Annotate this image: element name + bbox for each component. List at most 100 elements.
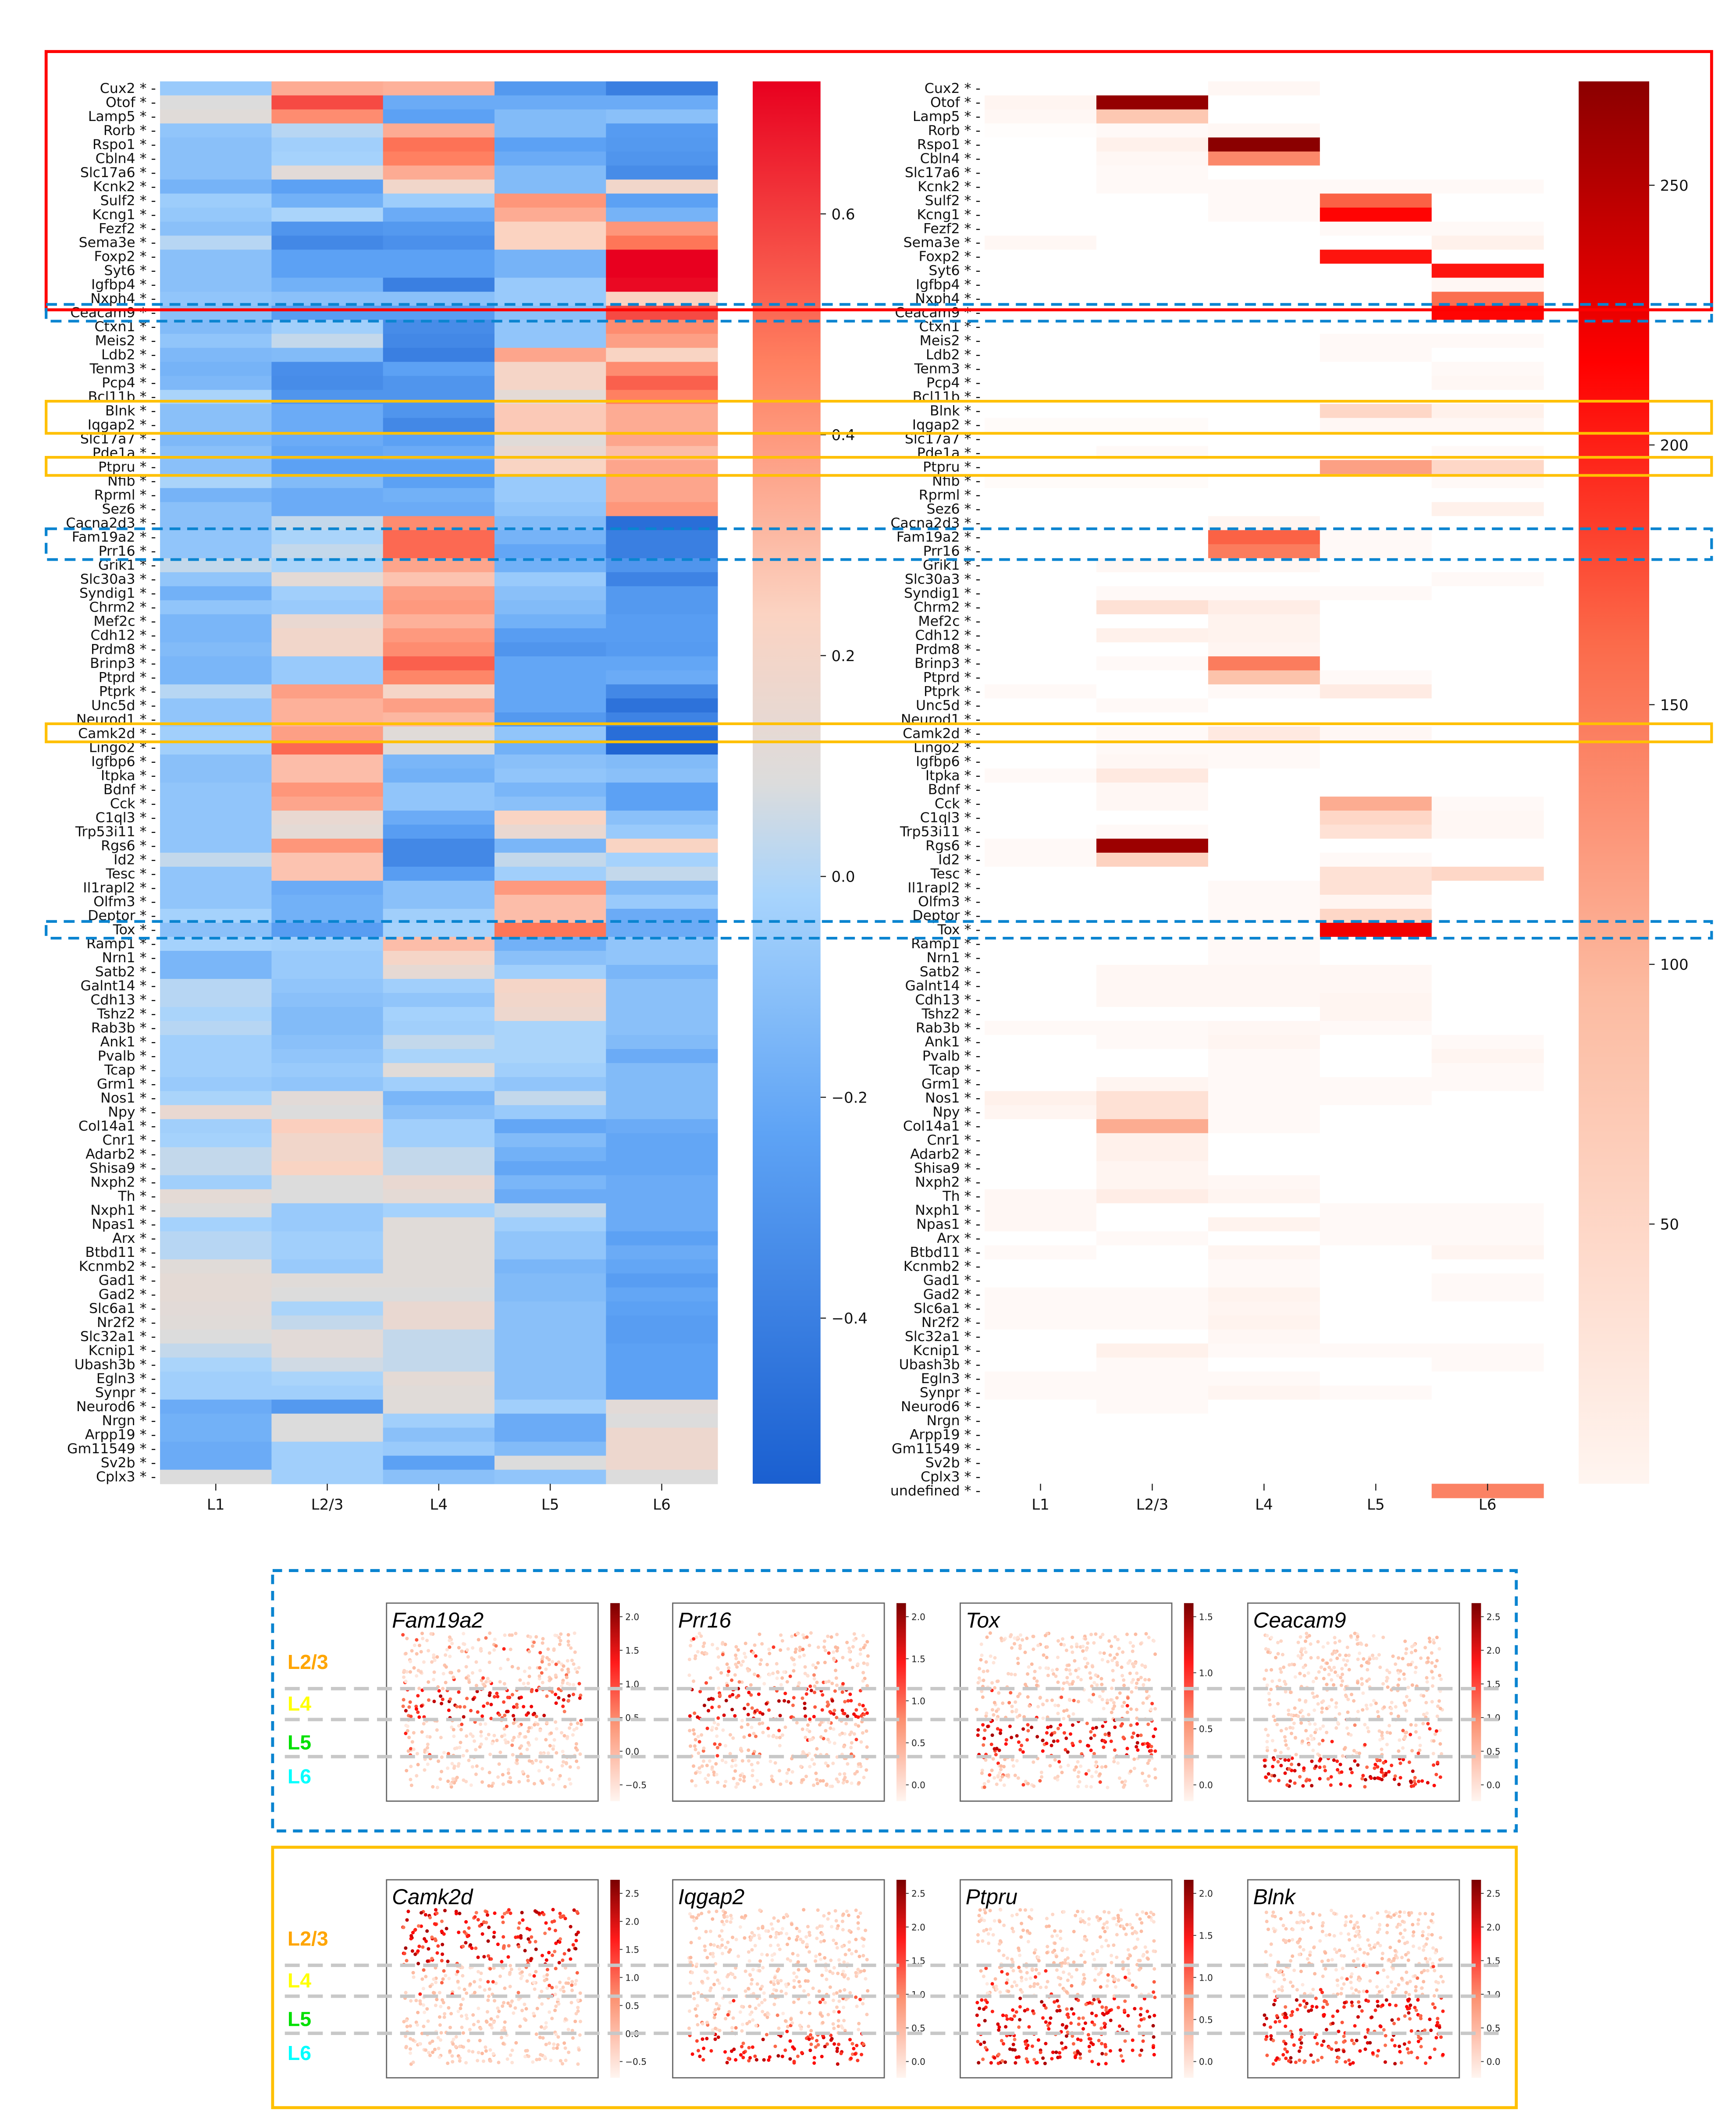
- heatmap-cell: [160, 1217, 272, 1232]
- spatial-spot: [985, 1660, 988, 1664]
- heatmap-cell: [985, 783, 1097, 797]
- spatial-spot: [689, 1982, 692, 1985]
- heatmap-cell: [160, 1442, 272, 1456]
- spatial-spot: [804, 1935, 808, 1939]
- heatmap-cell: [985, 628, 1097, 643]
- spatial-spot: [847, 1929, 851, 1932]
- gene-label: Syndig1 * -: [904, 585, 981, 601]
- spatial-spot: [1380, 1770, 1383, 1774]
- spatial-spot: [793, 2060, 796, 2063]
- spatial-spot: [566, 1982, 570, 1985]
- heatmap-cell: [1208, 1442, 1320, 1456]
- spatial-spot: [990, 1768, 994, 1772]
- spatial-spot: [822, 1779, 825, 1782]
- spatial-spot: [1059, 1929, 1062, 1933]
- spatial-spot: [1310, 1784, 1313, 1787]
- spatial-spot: [703, 1945, 707, 1948]
- spatial-spot: [1390, 1707, 1393, 1710]
- heatmap-cell: [606, 1175, 718, 1190]
- spatial-spot: [415, 1638, 418, 1642]
- spatial-spot: [535, 1911, 538, 1914]
- heatmap-cell: [1320, 839, 1432, 853]
- spatial-spot: [503, 1986, 506, 1990]
- spatial-colorbar: [896, 1880, 906, 2078]
- spatial-spot: [975, 2014, 979, 2017]
- heatmap-cell: [1320, 586, 1432, 601]
- spatial-spot: [987, 1779, 990, 1783]
- gene-label: Unc5d * -: [916, 697, 981, 713]
- heatmap-cell: [494, 488, 606, 502]
- heatmap-cell: [606, 642, 718, 657]
- spatial-spot: [543, 1932, 547, 1935]
- spatial-spot: [405, 1918, 409, 1922]
- heatmap-cell: [271, 979, 383, 993]
- spatial-spot: [1032, 1635, 1035, 1638]
- colorbar-tick-label: 0.6: [831, 206, 855, 223]
- heatmap-cell: [271, 642, 383, 657]
- heatmap-cell: [160, 208, 272, 222]
- spatial-spot: [420, 1977, 424, 1981]
- gene-label: Chrm2 * -: [914, 599, 980, 615]
- heatmap-cell: [985, 1049, 1097, 1064]
- spatial-spot: [1026, 1723, 1029, 1726]
- spatial-spot: [853, 1732, 856, 1736]
- heatmap-cell: [383, 334, 495, 348]
- gene-label: Slc30a3 * -: [80, 571, 156, 587]
- spatial-spot: [1032, 1985, 1035, 1988]
- heatmap-cell: [985, 110, 1097, 124]
- spatial-spot: [554, 1673, 558, 1677]
- heatmap-cell: [1096, 1274, 1209, 1288]
- spatial-spot: [1113, 1917, 1116, 1920]
- gene-label: Tcap * -: [928, 1062, 981, 1078]
- spatial-spot: [523, 1949, 527, 1953]
- spatial-spot: [1153, 1768, 1157, 1771]
- spatial-spot: [1085, 1785, 1088, 1788]
- spatial-spot: [790, 2021, 794, 2024]
- spatial-spot: [569, 1782, 573, 1786]
- spatial-spot: [765, 1702, 768, 1705]
- spatial-spot: [529, 1635, 532, 1639]
- spatial-spot: [776, 2014, 779, 2017]
- heatmap-cell: [494, 979, 606, 993]
- heatmap-cell: [985, 1189, 1097, 1204]
- spatial-spot: [536, 2007, 539, 2010]
- spatial-spot: [1121, 1674, 1124, 1677]
- heatmap-cell: [606, 334, 718, 348]
- spatial-spot: [1361, 1708, 1364, 1711]
- spatial-spot: [1025, 1971, 1029, 1975]
- heatmap-cell: [160, 783, 272, 797]
- heatmap-cell: [383, 867, 495, 881]
- spatial-spot: [469, 1943, 472, 1947]
- heatmap-cell: [985, 642, 1097, 657]
- spatial-spot: [779, 1648, 782, 1652]
- spatial-spot: [850, 1782, 854, 1785]
- spatial-spot: [485, 2020, 488, 2024]
- heatmap-cell: [1096, 1428, 1209, 1442]
- heatmap-cell: [1432, 530, 1544, 544]
- spatial-spot: [976, 1728, 980, 1732]
- gene-label: Rab3b * -: [916, 1020, 981, 1036]
- spatial-spot: [1376, 1710, 1380, 1714]
- spatial-spot: [1338, 1712, 1341, 1716]
- heatmap-cell: [494, 348, 606, 362]
- spatial-spot: [1121, 1967, 1125, 1971]
- spatial-spot: [1064, 1668, 1068, 1671]
- spatial-spot: [467, 2049, 471, 2053]
- heatmap-cell: [160, 124, 272, 138]
- gene-label: Il1rapl2 * -: [907, 880, 981, 896]
- spatial-spot: [448, 1636, 452, 1639]
- spatial-spot: [1135, 1745, 1138, 1748]
- colorbar-tick-label: 0.0: [831, 868, 855, 886]
- heatmap-cell: [494, 194, 606, 208]
- spatial-spot: [1060, 1643, 1063, 1646]
- spatial-spot: [758, 1633, 761, 1636]
- spatial-spot: [724, 1761, 728, 1764]
- spatial-spot: [713, 1742, 716, 1746]
- spatial-spot: [526, 1729, 530, 1733]
- spatial-spot: [1084, 1657, 1087, 1661]
- spatial-spot: [572, 1943, 575, 1946]
- heatmap-cell: [985, 1330, 1097, 1344]
- gene-label: Slc32a1 * -: [80, 1329, 156, 1345]
- spatial-spot: [741, 2056, 745, 2059]
- heatmap-cell: [1320, 1091, 1432, 1106]
